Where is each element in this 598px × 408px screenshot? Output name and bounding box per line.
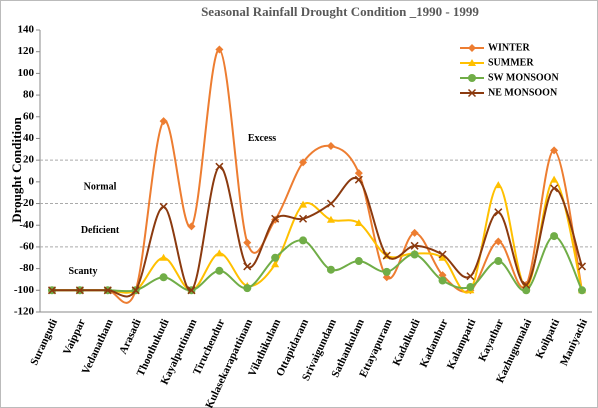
marker <box>410 228 419 237</box>
marker <box>494 237 503 246</box>
series-line <box>52 178 583 294</box>
marker <box>299 214 308 223</box>
y-tick-label: -120 <box>14 306 35 318</box>
y-tick-label: -20 <box>19 197 34 209</box>
marker <box>326 265 335 274</box>
marker <box>243 284 252 293</box>
annotation: Normal <box>84 182 117 193</box>
y-tick-label: 120 <box>18 45 35 57</box>
marker <box>243 262 252 271</box>
annotation: Scanty <box>69 266 98 277</box>
annotation: Excess <box>248 133 276 144</box>
legend-marker <box>468 59 476 66</box>
marker <box>522 280 531 289</box>
chart-title: Seasonal Rainfall Drought Condition _199… <box>201 4 479 19</box>
marker <box>354 219 363 227</box>
marker <box>466 272 475 281</box>
marker <box>382 267 391 276</box>
marker <box>299 236 308 245</box>
marker <box>550 175 559 183</box>
legend-label: NE MONSOON <box>488 87 558 98</box>
marker <box>438 250 447 259</box>
legend-marker <box>467 88 477 98</box>
marker <box>550 184 559 193</box>
marker <box>187 222 196 231</box>
marker <box>578 286 586 295</box>
marker <box>354 175 363 184</box>
legend-label: SUMMER <box>488 57 534 68</box>
marker <box>326 215 335 223</box>
marker <box>550 146 559 155</box>
legend-label: SW MONSOON <box>488 72 559 83</box>
marker <box>159 117 168 126</box>
marker <box>215 266 224 275</box>
legend-marker <box>468 44 476 52</box>
y-tick-label: -40 <box>19 219 34 231</box>
y-tick-label: 20 <box>23 154 35 166</box>
marker <box>187 286 196 295</box>
marker <box>494 257 503 266</box>
marker <box>326 142 335 151</box>
y-tick-label: 60 <box>23 110 35 122</box>
marker <box>131 286 140 295</box>
marker <box>522 286 531 295</box>
marker <box>438 253 447 261</box>
y-tick-label: 40 <box>23 132 35 144</box>
marker <box>494 208 503 217</box>
marker <box>243 238 252 247</box>
marker <box>326 199 335 208</box>
y-tick-label: -80 <box>19 262 34 274</box>
marker <box>577 262 587 271</box>
marker <box>494 181 503 189</box>
marker <box>271 260 280 268</box>
marker <box>410 241 419 250</box>
marker <box>550 232 559 241</box>
y-tick-label: 0 <box>29 175 35 187</box>
marker <box>159 202 168 211</box>
marker <box>354 257 363 266</box>
marker <box>159 253 168 261</box>
marker <box>299 200 308 208</box>
marker <box>410 250 419 259</box>
marker <box>299 158 308 167</box>
marker <box>75 286 84 295</box>
legend-label: WINTER <box>488 42 530 53</box>
marker <box>438 276 447 285</box>
annotation: Deficient <box>81 225 120 236</box>
y-tick-label: 80 <box>23 89 35 101</box>
marker <box>354 169 363 178</box>
marker <box>271 214 280 223</box>
marker <box>271 253 280 262</box>
y-tick-label: -100 <box>14 284 35 296</box>
marker <box>47 286 57 295</box>
y-tick-label: 100 <box>18 67 35 79</box>
y-tick-label: 140 <box>18 24 35 36</box>
marker <box>215 45 224 54</box>
marker <box>215 249 224 257</box>
marker <box>466 283 475 292</box>
marker <box>159 273 168 282</box>
marker <box>382 251 391 260</box>
marker <box>103 286 112 295</box>
y-axis-label: Drought Condition <box>9 116 24 222</box>
marker <box>215 162 224 171</box>
y-tick-label: -60 <box>19 240 34 252</box>
legend-marker <box>468 74 476 82</box>
